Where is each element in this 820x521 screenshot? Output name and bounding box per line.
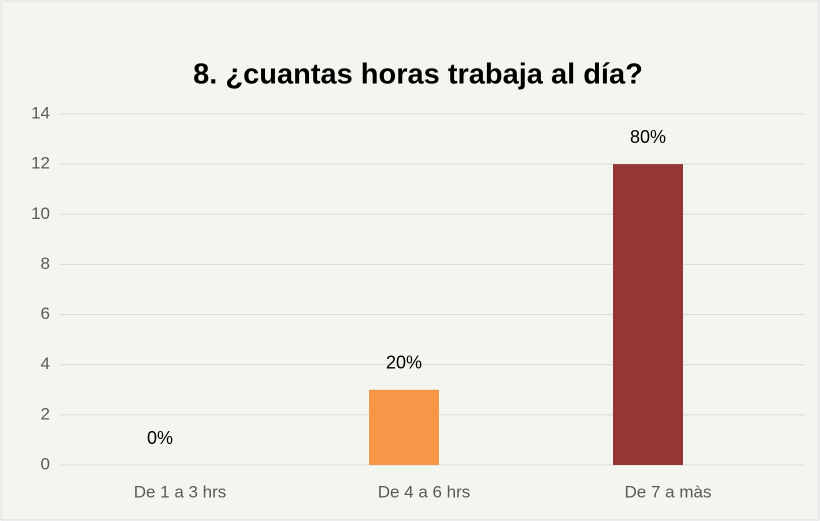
y-tick-label: 10 <box>31 204 50 223</box>
bar <box>369 389 439 465</box>
bar <box>613 164 683 465</box>
y-tick-label: 0 <box>41 454 50 473</box>
chart-title: 8. ¿cuantas horas trabaja al día? <box>193 59 643 91</box>
x-tick-label: De 1 a 3 hrs <box>134 482 227 501</box>
y-tick-label: 4 <box>41 354 50 373</box>
data-label: 80% <box>630 127 666 147</box>
y-tick-label: 6 <box>41 304 50 323</box>
x-tick-label: De 4 a 6 hrs <box>378 482 471 501</box>
y-tick-label: 14 <box>31 103 50 122</box>
y-tick-label: 8 <box>41 254 50 273</box>
y-tick-label: 12 <box>31 154 50 173</box>
y-tick-label: 2 <box>41 404 50 423</box>
data-label: 20% <box>386 353 422 373</box>
x-tick-label: De 7 a màs <box>625 482 712 501</box>
data-label: 0% <box>147 428 173 448</box>
